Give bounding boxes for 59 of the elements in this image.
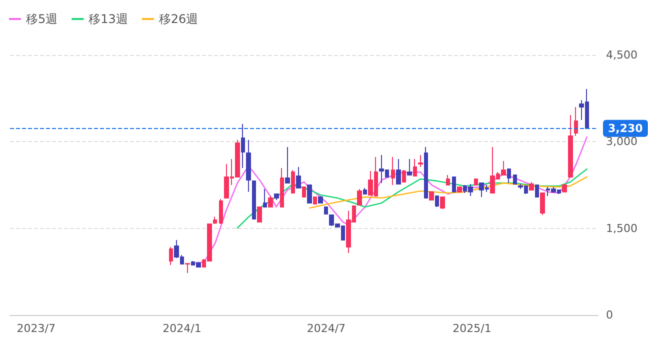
candlestick xyxy=(285,146,290,184)
candlestick xyxy=(562,183,567,192)
candlestick xyxy=(246,139,251,192)
candlestick xyxy=(418,154,423,168)
legend-label: 移13週 xyxy=(88,12,128,26)
x-tick-label: 2023/7 xyxy=(16,322,56,335)
candlestick xyxy=(452,176,456,192)
candlestick xyxy=(274,194,279,201)
line-series xyxy=(236,168,588,229)
candlestick xyxy=(291,169,295,194)
candlestick xyxy=(185,262,190,274)
x-tick-label: 2024/7 xyxy=(306,322,346,335)
candlestick xyxy=(169,246,173,266)
legend-label: 移26週 xyxy=(158,12,198,26)
line-series xyxy=(192,136,588,264)
candlestick xyxy=(446,174,450,186)
y-tick-label: 3,000 xyxy=(606,135,638,148)
candlestick xyxy=(324,206,328,215)
candlestick xyxy=(219,198,223,224)
candlestick xyxy=(257,206,262,222)
candlestick xyxy=(213,216,217,224)
candlestick xyxy=(302,186,306,198)
candlestick xyxy=(540,192,545,216)
candlestick xyxy=(391,156,395,186)
candlestick xyxy=(574,106,578,136)
candlestick xyxy=(513,174,517,184)
x-tick-label: 2025/1 xyxy=(452,322,492,335)
candlestick xyxy=(429,191,434,201)
ref-line-label: 3,230 xyxy=(608,122,644,135)
y-tick-label: 4,500 xyxy=(606,48,638,62)
candlestick xyxy=(474,178,478,186)
candlestick xyxy=(457,186,462,192)
candlestick xyxy=(357,188,362,206)
candlestick xyxy=(318,195,323,204)
candlestick xyxy=(407,158,412,176)
legend-label: 移5週 xyxy=(26,12,58,26)
candlestick xyxy=(568,114,573,178)
x-tick-label: 2024/1 xyxy=(162,322,202,335)
candlestick xyxy=(440,196,445,210)
candlestick xyxy=(507,168,511,184)
candlestick xyxy=(424,146,428,198)
candlestick xyxy=(296,166,301,189)
candlestick xyxy=(241,124,245,168)
candlestick xyxy=(529,181,534,190)
candlestick xyxy=(363,188,367,195)
candlestick xyxy=(252,180,256,220)
candlestick xyxy=(402,169,406,182)
candlestick xyxy=(280,167,284,208)
candlestick xyxy=(307,184,312,204)
candlestick xyxy=(435,195,439,208)
candlestick xyxy=(396,158,401,184)
candlestick xyxy=(268,195,273,208)
candlestick xyxy=(413,158,417,176)
y-tick-label: 1,500 xyxy=(606,222,638,235)
candlestick xyxy=(535,184,539,198)
line-series xyxy=(308,176,588,209)
candlestick xyxy=(263,188,267,208)
candlestick xyxy=(313,196,317,205)
y-tick-label: 0 xyxy=(606,308,613,322)
